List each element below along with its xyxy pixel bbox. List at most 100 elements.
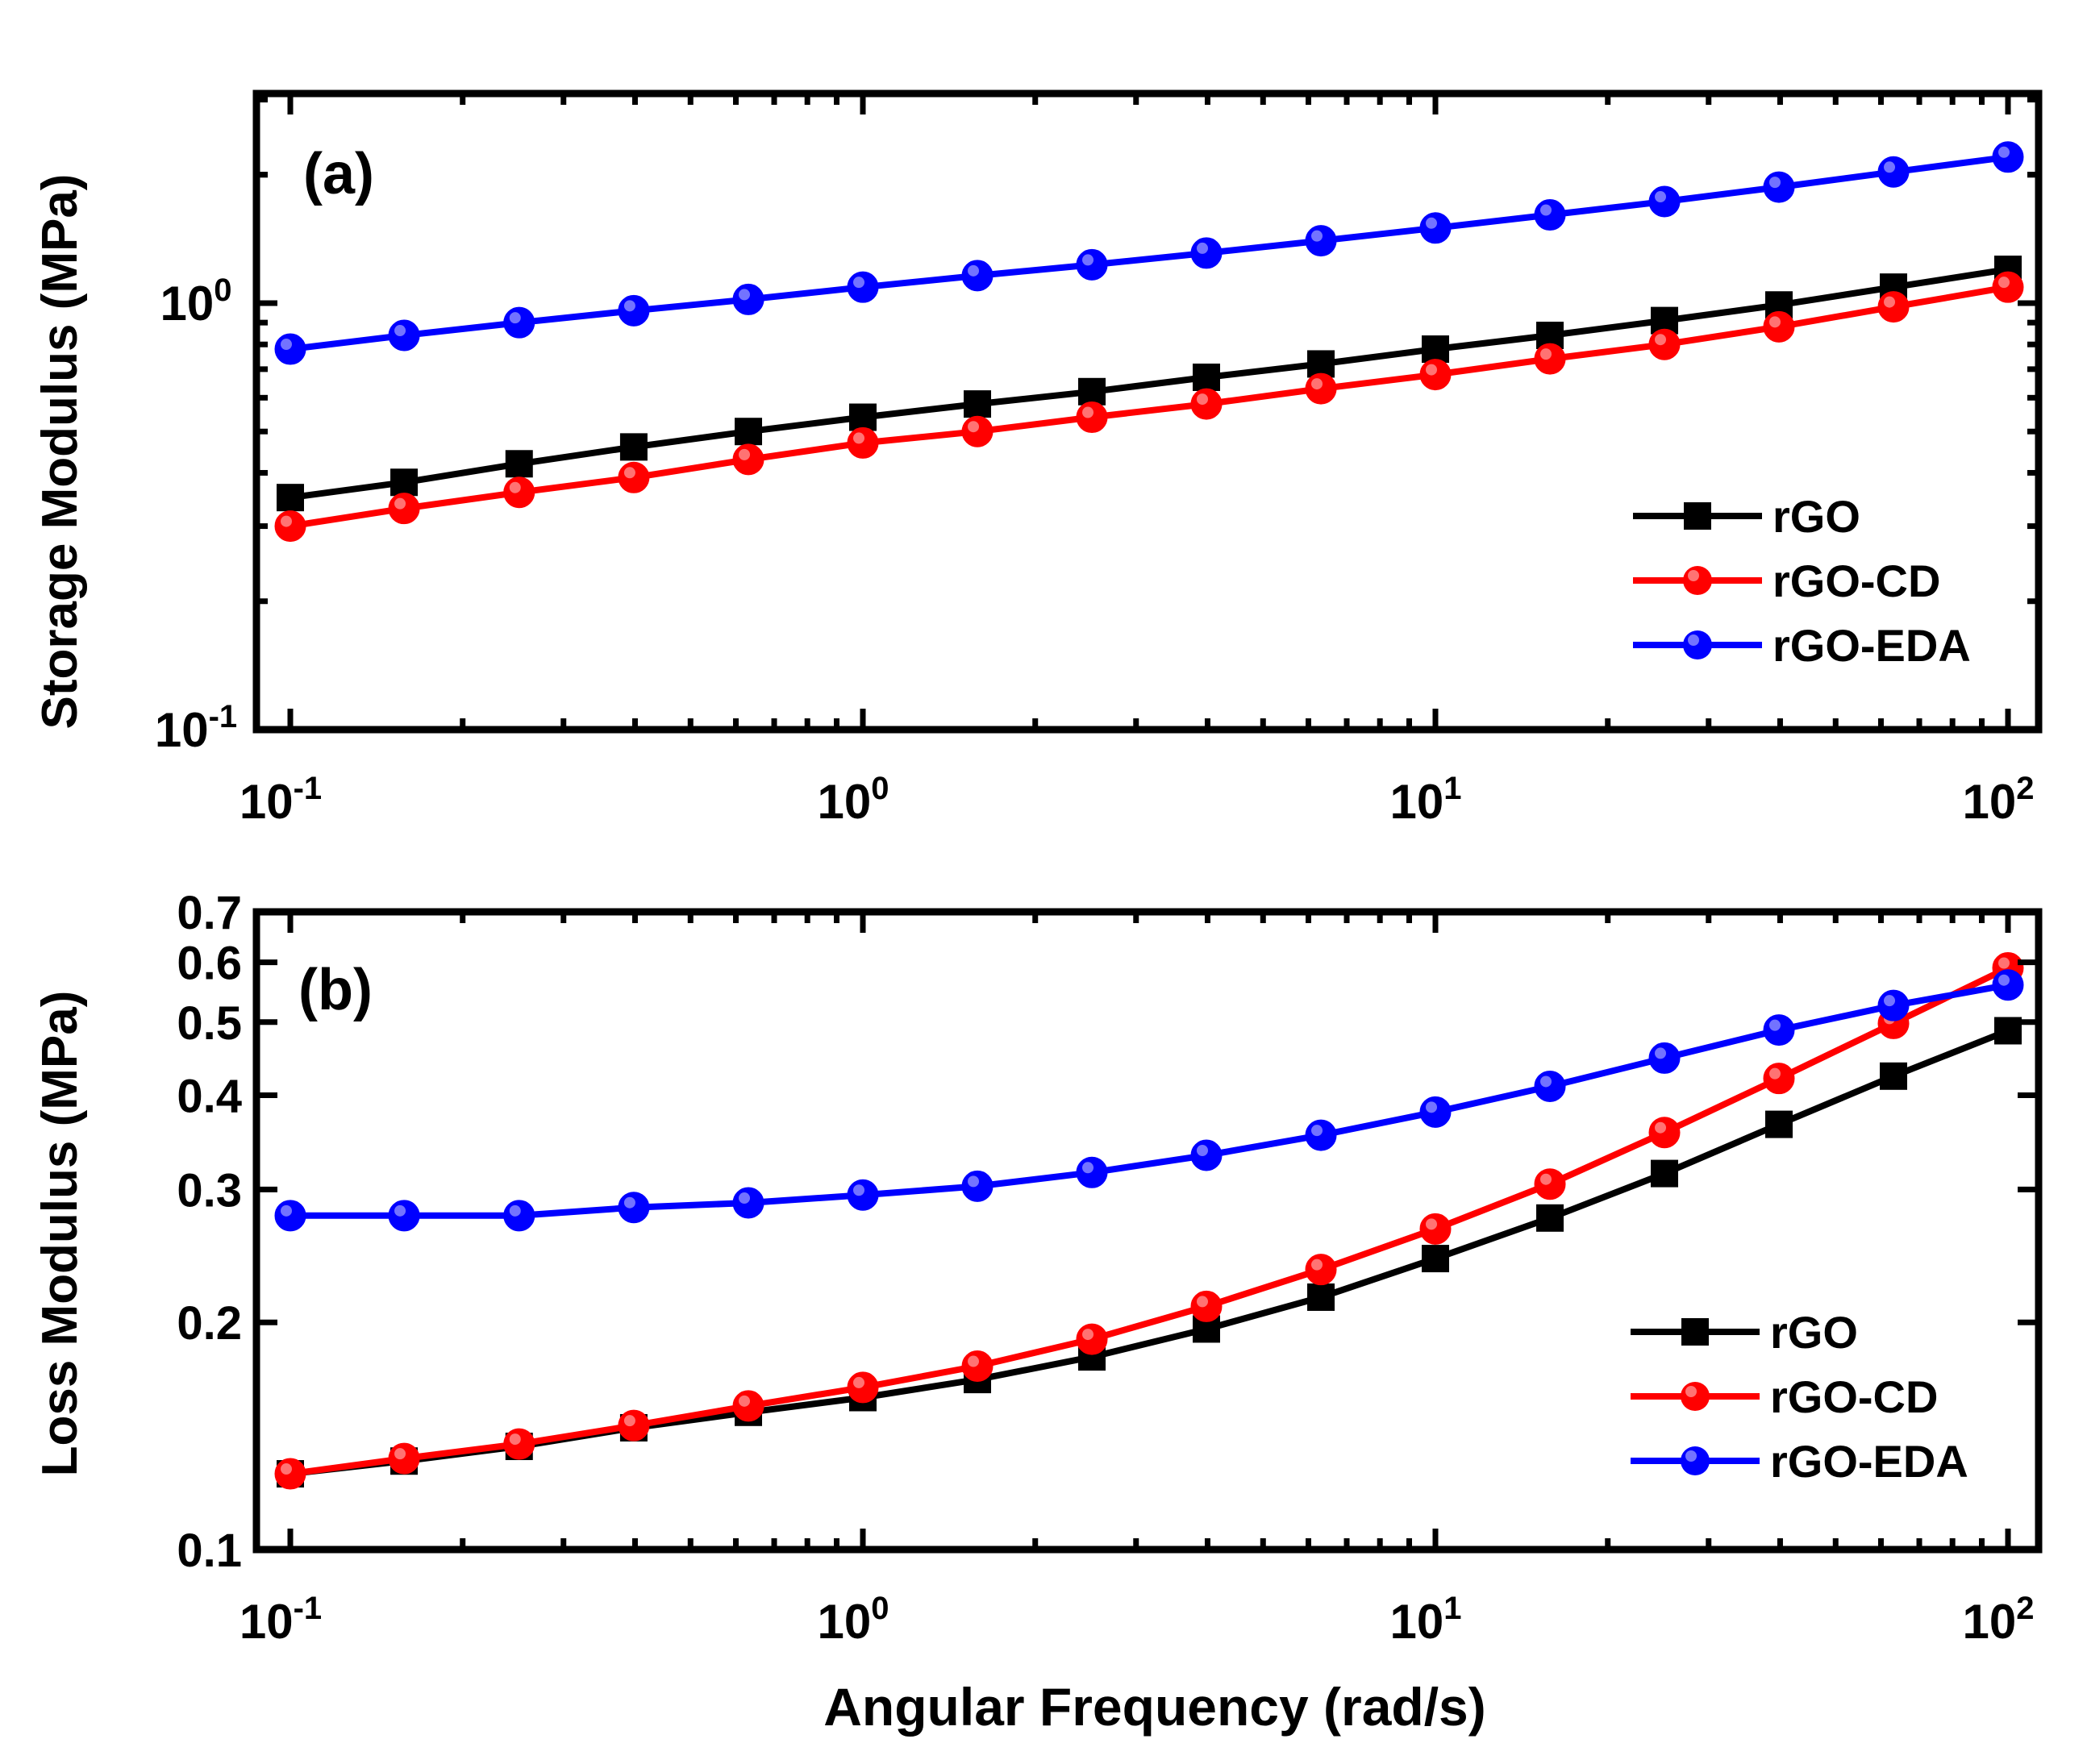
- storage-point-highlight: [1884, 161, 1896, 173]
- storage-point-rgo-eda: [961, 260, 994, 292]
- loss-point-rgo-cd: [961, 1350, 994, 1383]
- loss-point-rgo: [1536, 1204, 1564, 1232]
- loss-point-rgo-eda: [1190, 1139, 1223, 1171]
- storage-point-rgo-cd: [388, 493, 420, 525]
- storage-legend-marker-rgo: [1684, 502, 1711, 530]
- storage-point-highlight: [1540, 204, 1552, 216]
- loss-point-highlight: [281, 1204, 292, 1217]
- loss-point-rgo-eda: [388, 1200, 420, 1232]
- loss-y-tick-label: 0.1: [177, 1525, 242, 1577]
- loss-point-rgo-eda: [274, 1200, 306, 1232]
- storage-series-line-rgo-eda: [290, 153, 2009, 352]
- loss-point-rgo-eda: [1877, 989, 1910, 1021]
- storage-legend-label-rgo-eda: rGO-EDA: [1772, 620, 1971, 671]
- storage-point-highlight: [509, 481, 521, 493]
- storage-point-rgo: [505, 450, 533, 478]
- storage-legend-marker-highlight: [1688, 634, 1699, 646]
- storage-point-highlight: [739, 448, 751, 460]
- loss-point-rgo-cd: [1076, 1323, 1108, 1355]
- storage-point-rgo: [277, 484, 304, 512]
- storage-point-highlight: [968, 264, 980, 277]
- storage-point-highlight: [1998, 146, 2010, 158]
- loss-point-rgo-cd: [1305, 1254, 1337, 1286]
- storage-point-highlight: [853, 432, 864, 444]
- loss-point-rgo-eda: [1534, 1070, 1566, 1102]
- storage-y-tick-label: 10-1: [155, 699, 237, 757]
- loss-legend-marker-highlight: [1685, 1386, 1697, 1397]
- storage-point-rgo-cd: [1190, 388, 1223, 420]
- storage-x-tick-label: 100: [818, 771, 889, 829]
- loss-point-rgo-cd: [847, 1371, 879, 1404]
- storage-point-rgo-eda: [1877, 156, 1910, 188]
- storage-legend-label-rgo: rGO: [1772, 491, 1860, 542]
- loss-point-rgo: [1651, 1159, 1679, 1188]
- storage-point-rgo: [1192, 363, 1220, 391]
- loss-point-rgo-eda: [1419, 1096, 1452, 1128]
- loss-legend: rGO rGO-CD rGO-EDA: [1631, 1307, 1968, 1487]
- loss-series-line-rgo-cd: [290, 964, 2010, 1478]
- loss-point-rgo: [1764, 1110, 1793, 1138]
- loss-series-line-rgo-eda: [290, 981, 2009, 1219]
- loss-point-highlight: [1655, 1121, 1667, 1134]
- loss-y-tick-label: 0.6: [177, 938, 242, 990]
- storage-point-highlight: [1998, 277, 2010, 289]
- loss-x-tick-label: 101: [1390, 1591, 1462, 1649]
- storage-point-rgo-cd: [1534, 343, 1566, 375]
- storage-point-rgo-cd: [1305, 372, 1337, 405]
- loss-point-highlight: [394, 1448, 406, 1460]
- storage-point-highlight: [281, 339, 292, 351]
- loss-point-highlight: [1082, 1329, 1094, 1341]
- loss-point-rgo: [1994, 1017, 2022, 1045]
- storage-point-rgo-eda: [1305, 225, 1337, 257]
- loss-point-highlight: [281, 1463, 292, 1475]
- loss-point-highlight: [1426, 1101, 1437, 1113]
- storage-point-highlight: [1655, 191, 1667, 203]
- storage-legend-marker-rgo-cd: [1683, 566, 1712, 595]
- loss-legend-marker-rgo-eda: [1681, 1446, 1710, 1475]
- storage-point-highlight: [394, 497, 406, 510]
- storage-point-rgo: [964, 390, 992, 418]
- loss-legend-label-rgo: rGO: [1770, 1307, 1858, 1358]
- loss-point-rgo-eda: [618, 1192, 650, 1224]
- loss-y-tick-label: 0.4: [177, 1070, 242, 1122]
- storage-point-highlight: [1311, 378, 1323, 390]
- loss-point-highlight: [968, 1355, 980, 1367]
- loss-point-highlight: [1311, 1125, 1323, 1137]
- storage-point-highlight: [1426, 364, 1437, 376]
- x-axis-label: Angular Frequency (rad/s): [823, 1677, 1486, 1737]
- loss-point-rgo: [1422, 1245, 1449, 1273]
- storage-point-rgo-eda: [1992, 141, 2024, 173]
- storage-modulus-chart: rGO rGO-CD rGO-EDA 10-1 100 10-1 100 101 102 (…: [32, 89, 2043, 829]
- storage-point-highlight: [1196, 242, 1208, 254]
- loss-point-rgo-cd: [1419, 1213, 1452, 1245]
- storage-point-rgo: [619, 433, 648, 461]
- loss-y-tick-label: 0.2: [177, 1297, 242, 1350]
- loss-point-highlight: [1998, 957, 2010, 969]
- storage-x-tick-label: 10-1: [240, 771, 322, 829]
- storage-point-highlight: [1082, 254, 1094, 266]
- loss-point-highlight: [1768, 1019, 1781, 1031]
- loss-point-highlight: [853, 1376, 864, 1388]
- loss-y-axis-label: Loss Modulus (MPa): [32, 991, 88, 1477]
- loss-y-tick-label: 0.7: [177, 887, 242, 939]
- loss-point-highlight: [1311, 1259, 1323, 1271]
- storage-point-rgo-cd: [503, 476, 535, 509]
- loss-point-rgo-eda: [847, 1179, 879, 1211]
- loss-point-highlight: [1540, 1075, 1552, 1088]
- storage-y-axis-label: Storage Modulus (MPa): [32, 174, 88, 730]
- loss-y-tick-label: 0.3: [177, 1164, 242, 1217]
- loss-point-rgo-eda: [1763, 1014, 1795, 1046]
- loss-legend-label-rgo-eda: rGO-EDA: [1770, 1436, 1968, 1487]
- storage-point-highlight: [1884, 296, 1896, 308]
- storage-point-highlight: [968, 421, 980, 433]
- loss-point-rgo-eda: [732, 1187, 764, 1219]
- loss-series-group: [274, 951, 2024, 1490]
- storage-point-rgo-eda: [503, 306, 535, 339]
- loss-point-rgo-eda: [503, 1200, 535, 1232]
- loss-point-rgo: [1307, 1283, 1335, 1311]
- loss-legend-label-rgo-cd: rGO-CD: [1770, 1371, 1938, 1422]
- storage-point-rgo: [849, 403, 877, 431]
- storage-point-highlight: [1768, 316, 1781, 328]
